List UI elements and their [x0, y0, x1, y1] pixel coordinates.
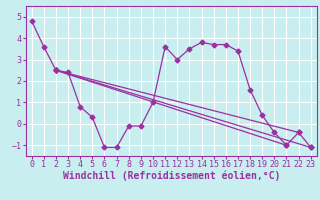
X-axis label: Windchill (Refroidissement éolien,°C): Windchill (Refroidissement éolien,°C): [62, 171, 280, 181]
